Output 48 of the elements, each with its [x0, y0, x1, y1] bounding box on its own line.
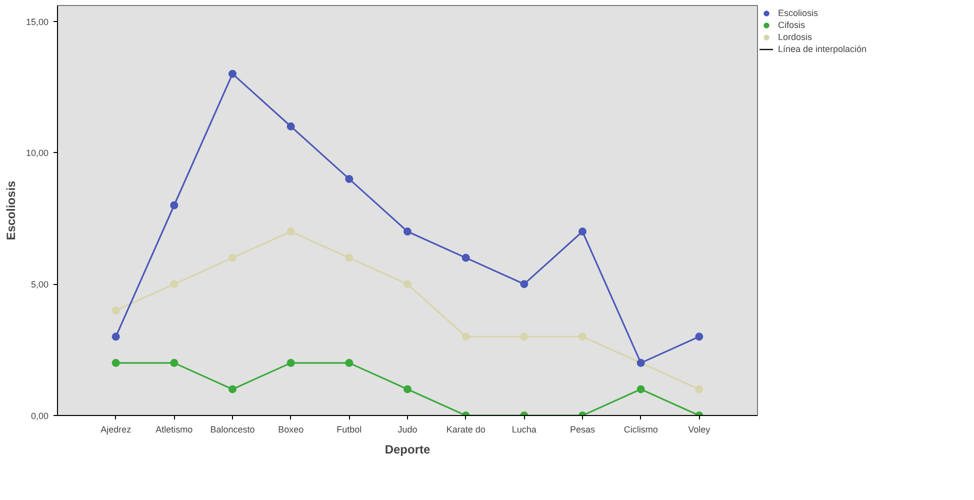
- text: Línea de interpolación: [778, 44, 867, 54]
- point: [286, 228, 295, 236]
- point: [112, 358, 120, 367]
- y-tick-label: 15,00: [26, 16, 49, 27]
- x-tick-label: Ajedrez: [100, 424, 132, 434]
- x-tick-label: Ciclismo: [624, 424, 658, 434]
- point: [170, 358, 178, 367]
- point: [112, 332, 120, 341]
- point: [345, 254, 354, 262]
- x-tick-label: Atletismo: [156, 424, 193, 434]
- y-tick-label: 10,00: [26, 148, 49, 158]
- point: [228, 254, 236, 262]
- legend-label: Escoliosis: [778, 8, 818, 18]
- x-tick-label: Lucha: [512, 424, 536, 434]
- point: [462, 254, 470, 262]
- y-tick-label: 5,00: [30, 280, 49, 290]
- point: [286, 122, 295, 130]
- point: [404, 385, 412, 394]
- y-tick-label: 0,00: [30, 411, 49, 421]
- point: [578, 228, 586, 236]
- point: [404, 228, 412, 236]
- x-tick-label: Judo: [398, 424, 418, 434]
- y-axis-title: Escoliosis: [4, 180, 18, 240]
- point: [636, 385, 645, 394]
- point: [112, 306, 120, 314]
- point: [404, 280, 412, 288]
- point: [520, 332, 528, 341]
- x-tick-label: Voley: [688, 424, 711, 434]
- x-tick-label: Karate do: [446, 424, 486, 434]
- x-tick-label: Baloncesto: [210, 424, 255, 434]
- point: [462, 332, 470, 341]
- point: [286, 358, 295, 367]
- point: [345, 358, 354, 367]
- x-tick-label: Pesas: [570, 424, 596, 434]
- x-tick-label: Futbol: [336, 424, 362, 434]
- point: [170, 280, 178, 288]
- x-tick-label: Boxeo: [278, 424, 304, 434]
- point: [520, 280, 528, 288]
- x-axis-title: Deporte: [384, 442, 430, 456]
- point: [228, 70, 236, 78]
- legend-label: Lordosis: [778, 32, 812, 42]
- point: [345, 174, 354, 183]
- legend-label: Cifosis: [778, 20, 806, 30]
- point: [170, 201, 178, 210]
- point: [578, 332, 586, 341]
- point: [228, 385, 236, 394]
- point: [695, 385, 704, 394]
- point: [695, 332, 704, 341]
